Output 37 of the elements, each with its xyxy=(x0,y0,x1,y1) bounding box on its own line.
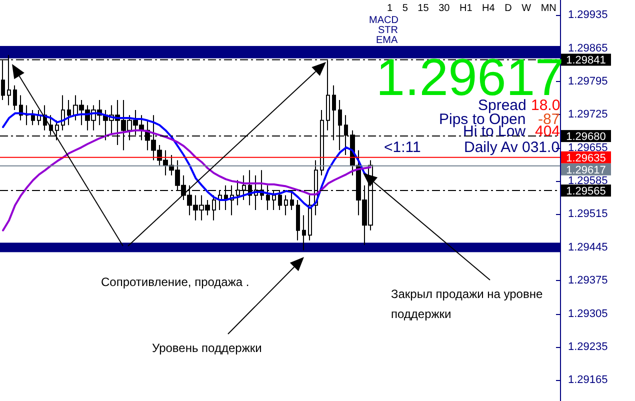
annotation: MACD xyxy=(369,15,398,26)
candlestick xyxy=(212,194,216,221)
candlestick xyxy=(308,194,312,241)
y-tick-label: 1.29445 xyxy=(568,241,608,254)
y-tick-label: 1.29865 xyxy=(568,42,608,54)
candlestick xyxy=(13,84,17,110)
y-tick-label: 1.29305 xyxy=(568,308,608,320)
annotation: Закрыл продажи на уровне поддержки xyxy=(391,286,544,323)
y-tick-label: 1.29515 xyxy=(568,208,608,220)
ref-line-label: 1.29617 xyxy=(566,164,606,176)
candlestick xyxy=(296,200,300,241)
y-tick-label: 1.29375 xyxy=(568,274,608,287)
annotation: 404 xyxy=(535,123,560,140)
ref-line-label: 1.29635 xyxy=(566,152,606,164)
annotation: 1 5 15 30 H1 H4 D W MN xyxy=(387,3,556,14)
annotation: <1:11 xyxy=(384,139,421,156)
candlestick xyxy=(302,214,306,251)
y-tick-label: 1.29935 xyxy=(568,9,608,22)
y-tick-label: 1.29235 xyxy=(568,340,608,353)
ref-line-label: 1.29680 xyxy=(566,131,606,144)
ref-line-label: 1.29841 xyxy=(566,54,606,67)
annotation: STR xyxy=(378,25,398,36)
y-tick-label: 1.29165 xyxy=(568,374,608,386)
annotation: Сопротивление, продажа . xyxy=(101,275,250,289)
candlestick xyxy=(25,104,29,126)
y-tick-label: 1.29655 xyxy=(568,142,608,154)
y-tick-label: 1.29585 xyxy=(568,175,608,188)
candlestick xyxy=(31,109,35,126)
ref-line-label: 1.29565 xyxy=(566,186,606,198)
annotation: Daily Av xyxy=(464,139,518,156)
y-tick-label: 1.29725 xyxy=(568,108,608,121)
y-tick-label: 1.29795 xyxy=(568,76,608,88)
annotation: Уровень поддержки xyxy=(152,341,262,355)
annotation: 031.0 xyxy=(522,139,560,156)
annotation: EMA xyxy=(376,35,398,46)
candlestick xyxy=(67,100,71,126)
candlestick xyxy=(284,194,288,216)
